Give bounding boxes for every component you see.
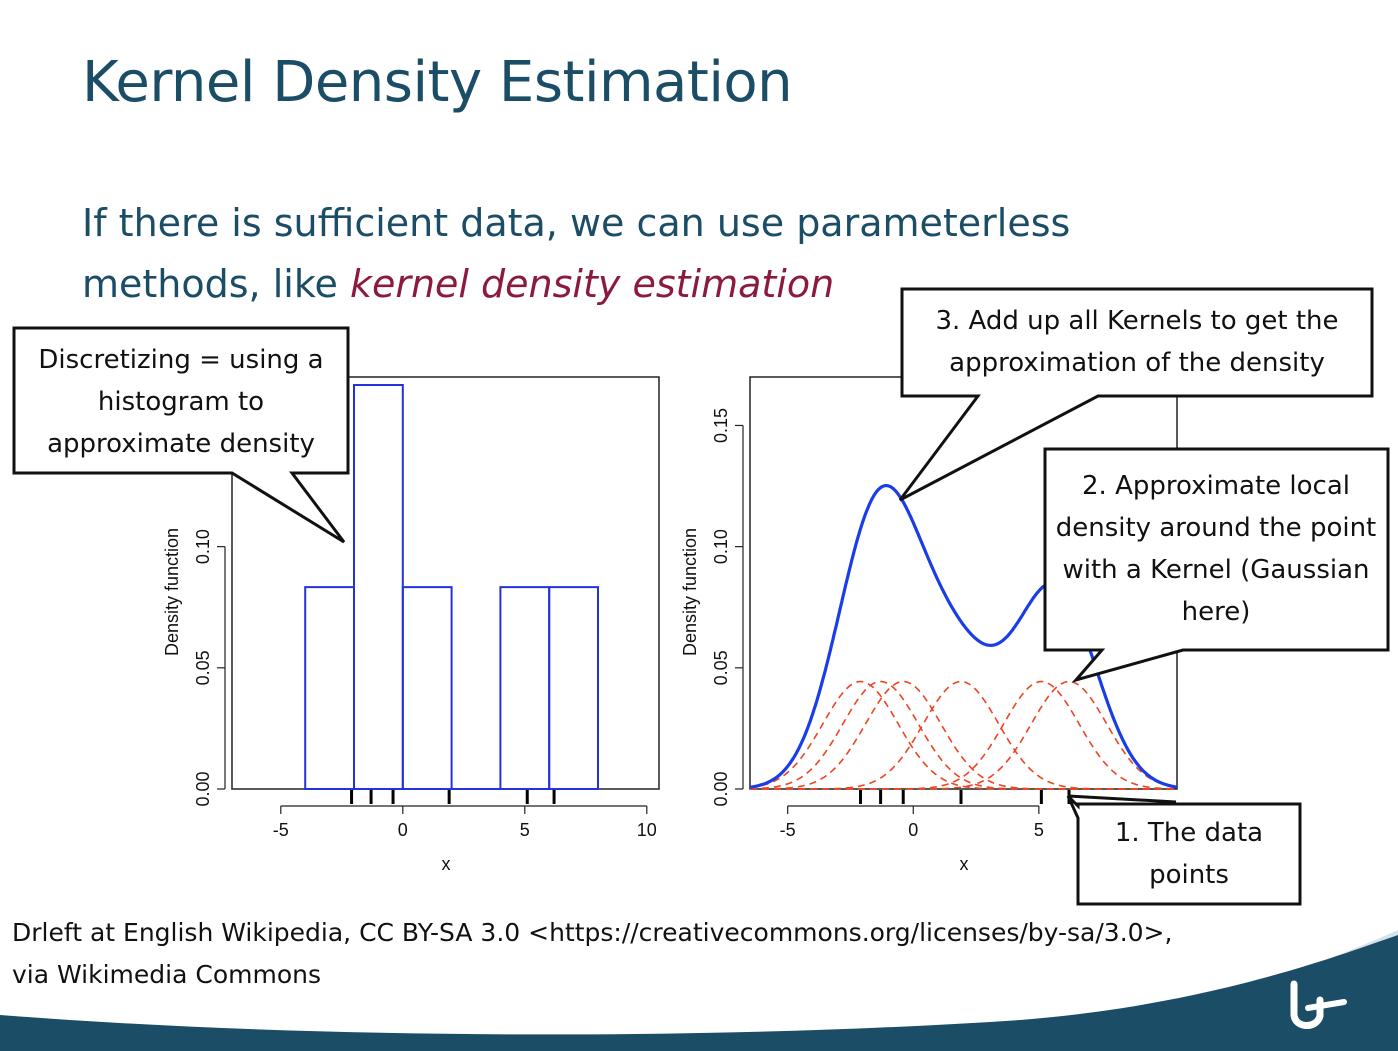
intro-emphasis: kernel density estimation: [349, 262, 835, 306]
kde-density-curve: [749, 484, 1178, 789]
callout-histogram-box: [12, 326, 350, 544]
university-logo-icon: [1290, 980, 1347, 1029]
kde-y-axis: 0.00 0.05 0.10 0.15: [711, 408, 744, 807]
callout-data-text: 1. The data points: [1114, 818, 1264, 890]
kernel-curve: [750, 680, 1178, 790]
x-tick-label: 5: [520, 820, 530, 840]
histogram-chart: -5 0 5 10 0.00 0.05 0.10 x Density function: [162, 376, 660, 874]
slide-title: Kernel Density Estimation: [82, 50, 793, 115]
footer-wave-dark: [0, 935, 1398, 1051]
credit-line-1: Drleft at English Wikipedia, CC BY-SA 3.…: [12, 918, 1173, 947]
image-credit: Drleft at English Wikipedia, CC BY-SA 3.…: [12, 912, 1372, 996]
histogram-bars: [304, 383, 600, 790]
x-tick-label: -5: [273, 820, 289, 840]
x-tick-label: 10: [637, 820, 657, 840]
histogram-bar: [548, 586, 600, 790]
callout-sum-text: 3. Add up all Kernels to get the approxi…: [935, 306, 1339, 378]
kde-x-axis: -5 0 5: [780, 805, 1044, 840]
footer-wave: [0, 930, 1398, 1051]
kernel-curve: [750, 680, 1177, 790]
histogram-y-label: Density function: [162, 528, 182, 656]
x-tick-label: -5: [780, 820, 796, 840]
kde-y-label: Density function: [680, 528, 700, 656]
histogram-bar: [401, 586, 453, 790]
y-tick-label: 0.00: [193, 771, 213, 806]
x-tick-label: 0: [908, 820, 918, 840]
callout-data-pointer: [1067, 794, 1177, 804]
x-tick-label: 0: [398, 820, 408, 840]
y-tick-label: 0.05: [193, 650, 213, 685]
histogram-x-label: x: [442, 854, 451, 874]
kde-kernel-curves: [749, 680, 1178, 790]
callout-data-box: [1066, 794, 1302, 906]
y-tick-label: 0.00: [711, 771, 731, 806]
histogram-y-axis: 0.00 0.05 0.10: [193, 529, 226, 807]
callout-histogram-text: Discretizing = using a histogram to appr…: [38, 345, 324, 459]
kernel-curve: [750, 680, 1177, 790]
histogram-rug: [350, 790, 556, 804]
histogram-x-axis: -5 0 5 10: [273, 805, 657, 840]
y-tick-label: 0.15: [711, 408, 731, 443]
slide-intro: If there is sufficient data, we can use …: [82, 193, 1202, 315]
kde-rug: [859, 790, 1071, 804]
callout-sum-box: [898, 287, 1374, 502]
callout-kernel-text: 2. Approximate local density around the …: [1055, 471, 1377, 627]
kernel-curve: [750, 680, 1177, 790]
intro-text: If there is sufficient data, we can use …: [82, 201, 1071, 306]
y-tick-label: 0.10: [193, 529, 213, 564]
y-tick-label: 0.05: [711, 650, 731, 685]
histogram-bar: [499, 586, 551, 790]
x-tick-label: 5: [1034, 820, 1044, 840]
histogram-bar: [304, 586, 356, 790]
histogram-bar: [353, 383, 404, 790]
kde-x-label: x: [960, 854, 969, 874]
kernel-curve: [749, 680, 1177, 790]
callout-kernel-box: [1043, 447, 1390, 683]
credit-line-2: via Wikimedia Commons: [12, 960, 321, 989]
kernel-curve: [750, 680, 1177, 790]
y-tick-label: 0.10: [711, 529, 731, 564]
